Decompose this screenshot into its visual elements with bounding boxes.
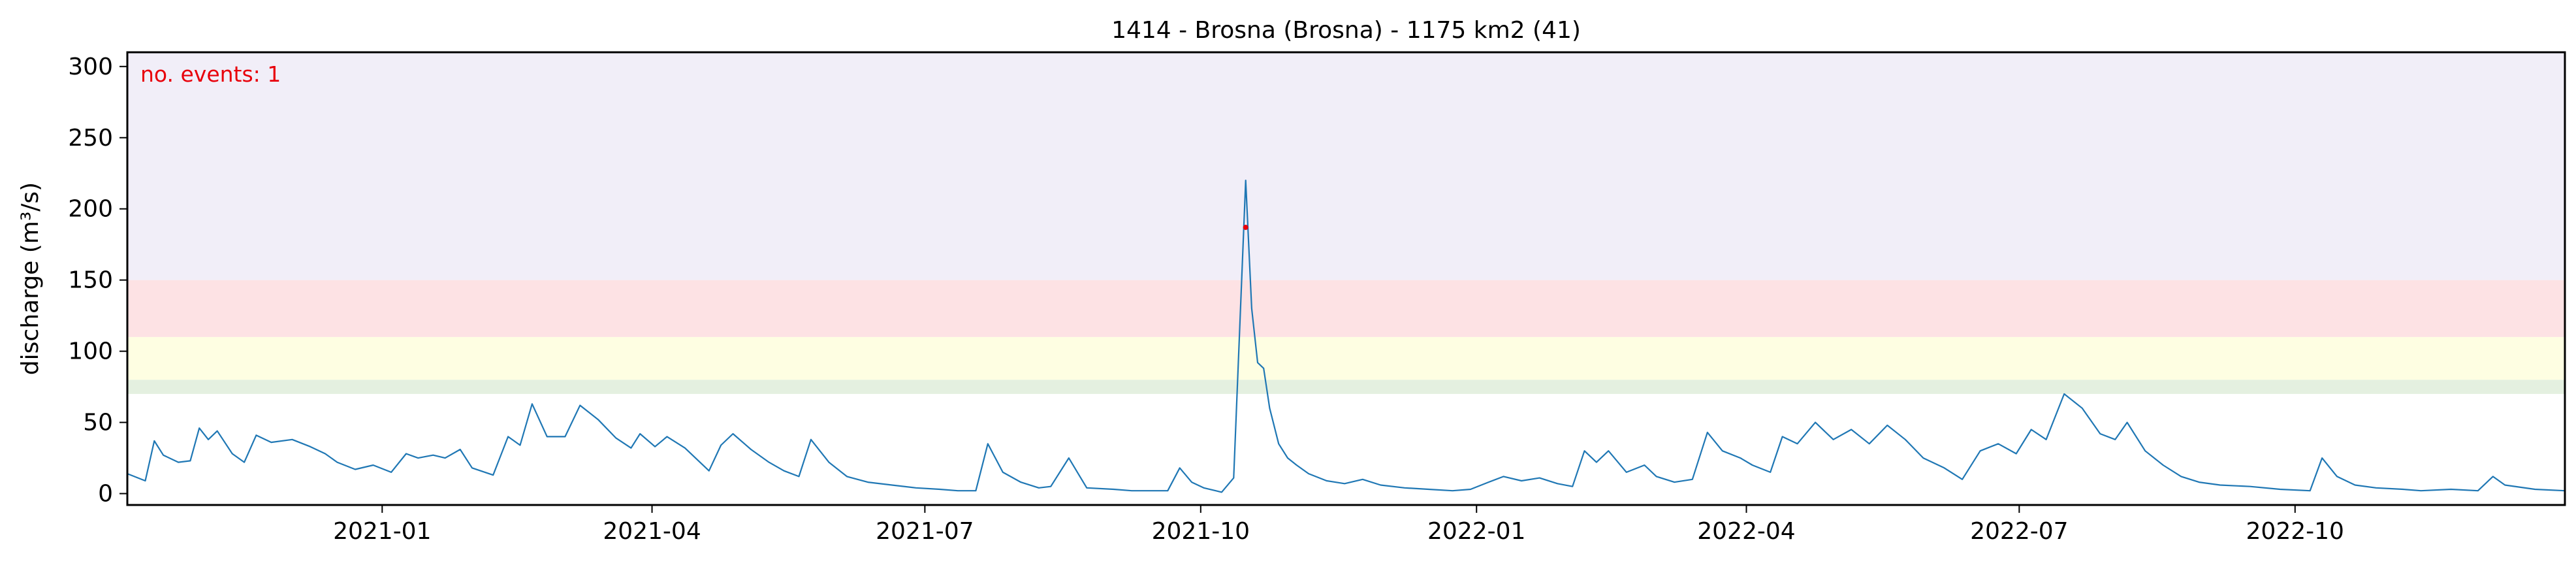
x-tick-label: 2021-01 [333,518,431,545]
plot-frame [126,51,2566,506]
y-tick-label: 250 [68,125,113,152]
threshold-bands [127,52,2565,395]
threshold-band-2 [127,280,2565,337]
y-tick-label: 50 [83,410,113,436]
threshold-band-3 [127,52,2565,280]
event-count-annotation: no. events: 1 [140,61,281,87]
x-tick-label: 2022-04 [1697,518,1795,545]
x-tick-label: 2022-01 [1427,518,1525,545]
y-tick-label: 0 [98,481,113,508]
y-axis-label: discharge (m³/s) [17,182,44,375]
y-tick-label: 200 [68,196,113,223]
x-tick-label: 2022-10 [2246,518,2344,545]
x-tick-label: 2022-07 [1970,518,2068,545]
y-tick-label: 150 [68,267,113,294]
discharge-series-line-0 [127,180,2566,493]
y-tick-label: 100 [68,338,113,365]
event-marker [1243,225,1248,231]
y-tick-label: 300 [68,54,113,80]
event-layer [1243,225,1248,231]
y-axis: 0 50 100 150 200 250 300 [68,54,127,508]
x-tick-label: 2021-10 [1152,518,1250,545]
series-layer [127,180,2566,493]
x-axis: 2021-01 2021-04 2021-07 2021-10 2022-01 2022-… [333,505,2344,545]
chart-title: 1414 - Brosna (Brosna) - 1175 km2 (41) [1111,17,1581,44]
x-tick-label: 2021-07 [876,518,974,545]
threshold-band-1 [127,336,2565,380]
threshold-band-0 [127,380,2565,395]
x-tick-label: 2021-04 [603,518,701,545]
